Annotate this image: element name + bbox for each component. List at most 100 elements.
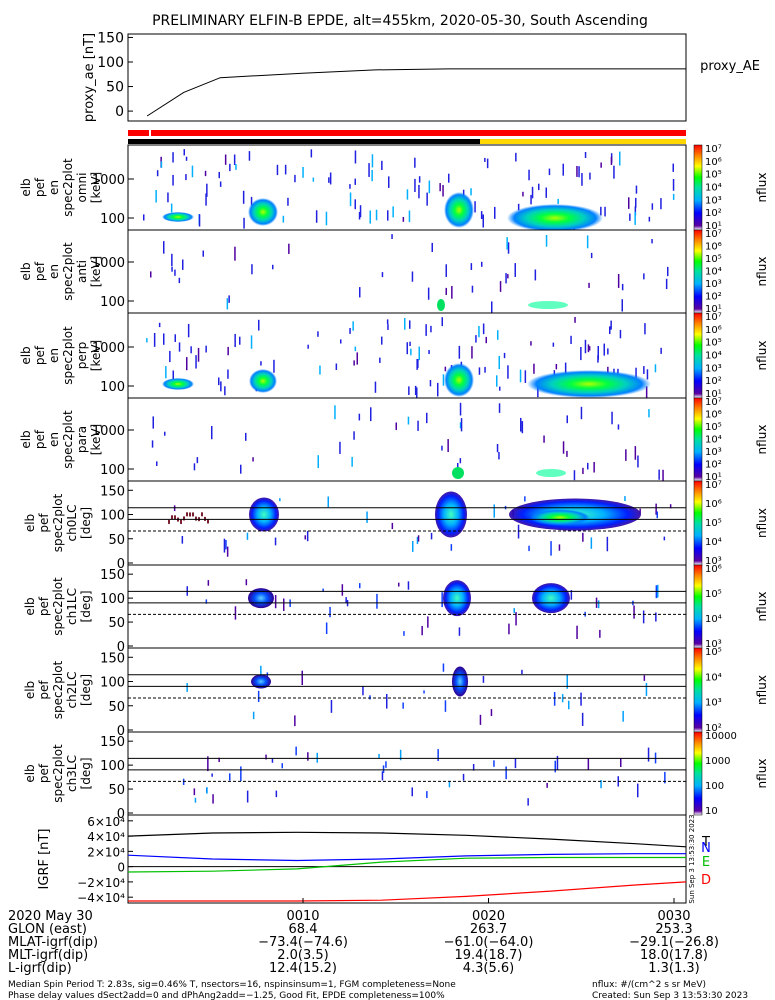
pitch-speckle (524, 496, 526, 502)
spectrogram-flux-region (528, 301, 568, 309)
spectrogram-speckle (349, 184, 351, 189)
colorbar-tick-label: 10⁴ (705, 351, 722, 362)
pitch-speckle (183, 516, 185, 521)
spectrogram-speckle (494, 206, 496, 219)
spectrogram-speckle (604, 206, 606, 217)
pitch-ylabel-part: spec2plot (51, 493, 65, 552)
pitch-speckle (171, 515, 173, 520)
spectrogram-speckle (609, 326, 611, 335)
spectrogram-speckle (582, 467, 584, 474)
pitch-speckle (304, 535, 306, 540)
spectrogram-speckle (610, 320, 612, 330)
spectrogram-speckle (593, 462, 595, 473)
energy-ylabel-part: elb (19, 430, 33, 448)
pitch-speckle (195, 516, 197, 521)
colorbar-tick-label: 10⁷ (705, 480, 722, 491)
pitch-speckle (271, 758, 274, 763)
proxy-ae-ytick-label: 50 (106, 80, 124, 96)
pitch-speckle (582, 532, 584, 542)
pitch-speckle (663, 536, 666, 541)
pitch-speckle (633, 605, 635, 619)
spectrogram-speckle (607, 348, 609, 355)
spectrogram-speckle (418, 346, 420, 361)
pitch-speckle (656, 511, 658, 519)
spectrogram-speckle (445, 264, 447, 277)
spectrogram-speckle (610, 156, 613, 165)
spectrogram-speckle (354, 346, 357, 352)
colorbar-tick-label: 10⁴ (705, 672, 722, 683)
colorbar-gradient (693, 144, 703, 231)
spectrogram-speckle (169, 350, 171, 363)
pitch-speckle (225, 540, 227, 550)
pitch-ylabel-part: ch0LC (65, 505, 79, 542)
orbit-strip-yellow (480, 139, 686, 144)
spectrogram-speckle (370, 407, 372, 422)
spectrogram-speckle (530, 194, 532, 205)
spectrogram-speckle (408, 386, 410, 395)
pitch-ylabel-part: [deg] (79, 591, 93, 623)
spectrogram-speckle (165, 366, 167, 379)
spectrogram-speckle (621, 283, 624, 291)
spectrogram-speckle (613, 165, 615, 179)
spectrogram-speckle (586, 235, 589, 249)
proxy-ae-ytick-label: 0 (115, 104, 124, 120)
igrf-ylabel: IGRF [nT] (37, 829, 52, 890)
colorbar-tick-label: 10⁴ (705, 614, 722, 625)
spectrogram-speckle (178, 277, 181, 284)
spectrogram-speckle (406, 189, 409, 200)
spectrogram-speckle (584, 339, 587, 354)
spectrogram-speckle (417, 420, 419, 431)
spectrogram-speckle (645, 386, 648, 398)
pitch-speckle (281, 763, 283, 769)
pitch-speckle (558, 544, 561, 551)
spectrogram-speckle (621, 299, 623, 312)
energy-ylabel-part: en (47, 180, 61, 195)
spectrogram-speckle (235, 164, 237, 170)
spectrogram-speckle (156, 461, 158, 466)
spectrogram-speckle (635, 185, 638, 194)
colorbar-gradient (693, 731, 703, 816)
pitch-speckle (316, 752, 318, 763)
spectrogram-speckle (250, 335, 253, 349)
spectrogram-speckle (619, 151, 621, 166)
pitch-flux-region (443, 580, 471, 617)
spectrogram-speckle (587, 344, 590, 353)
spectrogram-speckle (470, 188, 472, 196)
pitch-ylabel-part: elb (23, 597, 37, 615)
spectrogram-speckle (643, 273, 645, 280)
pitch-speckle (606, 536, 609, 552)
colorbar-tick-label: 10⁷ (705, 397, 722, 408)
energy-ylabel-part: pef (33, 345, 47, 365)
pitch-speckle (369, 695, 371, 700)
annotation-label-4: L-igrf(dip) (8, 961, 72, 976)
pitch-speckle (240, 766, 242, 782)
spectrogram-speckle (240, 464, 242, 474)
energy-ytick-label: 1000 (92, 256, 125, 271)
orbit-strip-black (128, 139, 480, 144)
pitch-speckle (283, 598, 285, 611)
pitch-speckle (329, 606, 331, 618)
annotation-value-3-0: 2.0(3.5) (277, 948, 329, 963)
colorbar-tick-label: 10³ (705, 698, 722, 709)
annotation-value-2-0: −73.4(−74.6) (258, 935, 348, 950)
spectrogram-speckle (251, 264, 253, 275)
footer-right-2: Created: Sun Sep 3 13:53:30 2023 (592, 991, 748, 1000)
spectrogram-speckle (543, 435, 545, 443)
pitch-speckle (257, 690, 260, 702)
spectrogram-speckle (205, 345, 207, 353)
spectrogram-speckle (191, 165, 194, 178)
pitch-speckle (521, 669, 523, 675)
pitch-speckle (566, 674, 568, 689)
colorbar-tick-label: 10⁶ (705, 410, 722, 421)
spectrogram-speckle (226, 298, 229, 310)
pitch-speckle (274, 595, 277, 609)
pitch-ytick-label: 0 (117, 724, 125, 739)
pitch-speckle (647, 747, 650, 762)
pitch-speckle (211, 773, 213, 777)
spectrogram-speckle (637, 455, 639, 468)
pitch-speckle (490, 709, 493, 717)
energy-ylabel-part: [keV] (89, 172, 103, 203)
pitch-speckle (517, 524, 520, 539)
spectrogram-speckle (459, 458, 462, 464)
pitch-ytick-label: 100 (100, 509, 125, 524)
